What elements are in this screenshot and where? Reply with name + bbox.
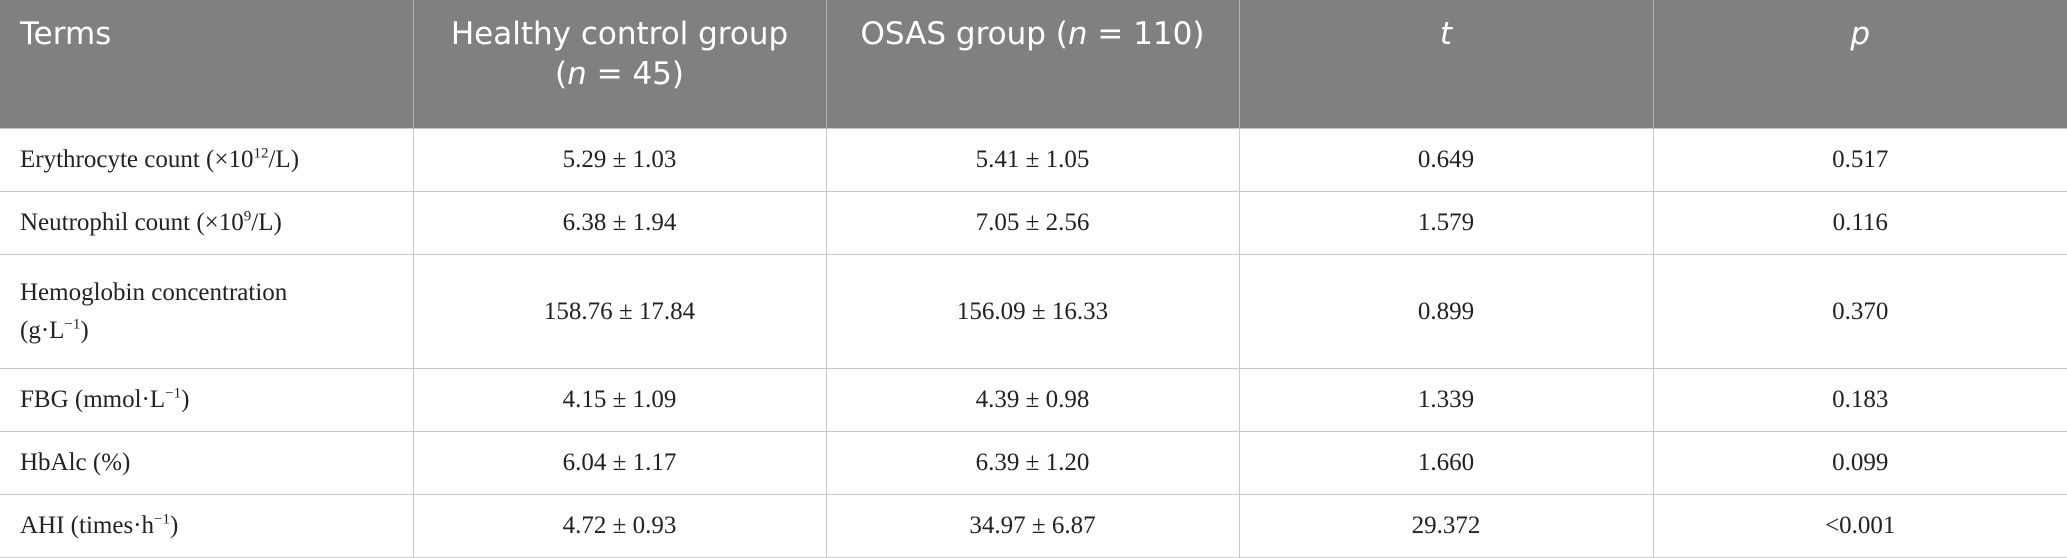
value-cell: 1.660 — [1238, 431, 1654, 495]
term-cell: Erythrocyte count (×1012/L) — [0, 128, 414, 192]
value-cell: 6.39 ± 1.20 — [825, 431, 1240, 495]
header-text: = 110) — [1087, 16, 1205, 52]
term-cell: FBG (mmol·L−1) — [0, 368, 414, 432]
table-row: Neutrophil count (×109/L) 6.38 ± 1.94 7.05… — [0, 191, 2067, 255]
header-row: Terms Healthy control group (n = 45) OSAS … — [0, 0, 2067, 129]
superscript: 9 — [243, 208, 252, 225]
term-cell: Hemoglobin concentration (g·L−1) — [0, 254, 414, 369]
value-cell: 7.05 ± 2.56 — [825, 191, 1240, 255]
value-cell: 34.97 ± 6.87 — [825, 494, 1240, 558]
value-cell: 5.41 ± 1.05 — [825, 128, 1240, 192]
term-cell: HbAlc (%) — [0, 431, 414, 495]
header-text: OSAS group ( — [860, 16, 1068, 52]
table-row: Erythrocyte count (×1012/L) 5.29 ± 1.03 5.… — [0, 128, 2067, 192]
value-cell: 0.116 — [1652, 191, 2067, 255]
value-cell: 158.76 ± 17.84 — [412, 254, 827, 369]
table-row: AHI (times·h−1) 4.72 ± 0.93 34.97 ± 6.87 29… — [0, 494, 2067, 558]
value-cell: 29.372 — [1238, 494, 1654, 558]
term-text: AHI (times·h — [20, 512, 154, 539]
header-text: = 45) — [586, 56, 684, 92]
value-cell: 4.39 ± 0.98 — [825, 368, 1240, 432]
superscript: −1 — [165, 385, 182, 402]
value-cell: 1.339 — [1238, 368, 1654, 432]
table-body: Erythrocyte count (×1012/L) 5.29 ± 1.03 5.… — [0, 128, 2067, 558]
value-cell: 0.899 — [1238, 254, 1654, 369]
term-text: Neutrophil count (×10 — [20, 209, 244, 236]
value-cell: 5.29 ± 1.03 — [412, 128, 827, 192]
value-cell: 1.579 — [1238, 191, 1654, 255]
table-row: FBG (mmol·L−1) 4.15 ± 1.09 4.39 ± 0.98 1.33… — [0, 368, 2067, 432]
value-cell: 156.09 ± 16.33 — [825, 254, 1240, 369]
value-cell: 0.099 — [1652, 431, 2067, 495]
italic-text: n — [567, 56, 587, 92]
term-text: Hemoglobin concentration (g·L — [20, 278, 288, 344]
italic-text: n — [1067, 16, 1088, 52]
term-text: ) — [169, 512, 179, 539]
value-cell: 0.649 — [1238, 128, 1654, 192]
column-header: Healthy control group (n = 45) — [413, 0, 827, 129]
value-cell: 0.370 — [1652, 254, 2067, 369]
column-header: Terms — [0, 0, 414, 129]
value-cell: 0.183 — [1652, 368, 2067, 432]
column-header: OSAS group (n = 110) — [826, 0, 1240, 129]
value-cell: 4.15 ± 1.09 — [412, 368, 827, 432]
superscript: −1 — [154, 511, 170, 528]
table-row: HbAlc (%) 6.04 ± 1.17 6.39 ± 1.20 1.660 0.09… — [0, 431, 2067, 495]
term-text: /L) — [268, 146, 300, 173]
term-text: HbAlc (%) — [20, 449, 131, 476]
column-header: p — [1653, 0, 2067, 129]
superscript: 12 — [253, 145, 269, 162]
term-text: Erythrocyte count (×10 — [20, 146, 254, 173]
term-cell: AHI (times·h−1) — [0, 494, 414, 558]
value-cell: 6.38 ± 1.94 — [412, 191, 827, 255]
column-header: t — [1239, 0, 1654, 129]
superscript: −1 — [64, 316, 81, 333]
value-cell: 4.72 ± 0.93 — [412, 494, 827, 558]
term-text: ) — [80, 316, 89, 344]
value-cell: 0.517 — [1652, 128, 2067, 192]
value-cell: <0.001 — [1652, 494, 2067, 558]
value-cell: 6.04 ± 1.17 — [412, 431, 827, 495]
term-text: ) — [181, 386, 190, 413]
table-row: Hemoglobin concentration (g·L−1) 158.76 ±… — [0, 254, 2067, 369]
term-text: /L) — [251, 209, 282, 236]
term-cell: Neutrophil count (×109/L) — [0, 191, 414, 255]
term-text: FBG (mmol·L — [20, 386, 166, 413]
header-text: Healthy control group ( — [450, 16, 789, 92]
